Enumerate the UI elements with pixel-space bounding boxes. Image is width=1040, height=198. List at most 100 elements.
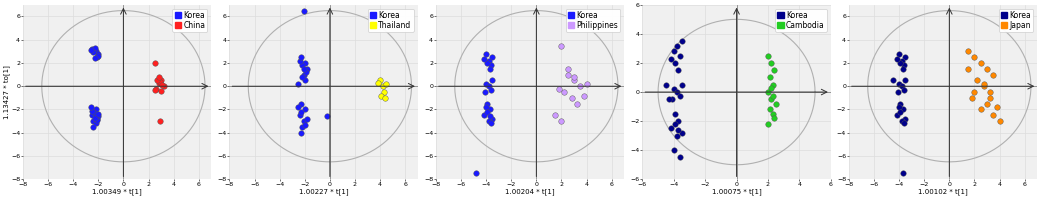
Point [759,54,776,57]
Point [86,111,103,115]
Point [891,82,908,86]
Point [977,82,993,86]
Point [673,83,690,86]
Point [670,128,686,131]
Point [991,120,1008,123]
Point [888,114,905,117]
Point [765,69,782,72]
Point [761,76,778,79]
X-axis label: 1.00227 * t[1]: 1.00227 * t[1] [298,188,348,195]
Point [82,106,99,109]
Point [476,90,493,94]
Point [672,156,688,159]
Point [966,90,983,94]
Point [483,88,499,91]
Point [670,69,686,72]
Point [147,61,163,65]
Point [375,90,392,94]
Point [898,79,914,82]
Point [150,81,166,84]
Point [296,123,313,126]
X-axis label: 1.00204 * t[1]: 1.00204 * t[1] [505,188,555,195]
Legend: Korea, Thailand: Korea, Thailand [368,9,414,32]
Point [762,86,779,89]
Point [666,149,682,152]
Point [483,122,499,125]
Point [379,82,395,86]
Point [891,52,908,55]
Point [294,75,311,78]
Point [894,67,911,70]
Point [759,90,776,94]
Point [85,51,102,54]
Point [155,85,172,88]
Point [889,90,906,94]
Point [90,115,107,118]
Point [468,172,485,175]
Point [296,108,313,111]
Point [369,81,386,84]
Point [87,50,104,53]
Point [88,117,105,120]
Point [759,122,776,126]
Point [298,117,315,120]
Point [673,131,690,134]
Point [977,85,993,88]
Point [295,73,312,76]
Point [477,106,494,109]
Point [566,75,582,78]
Point [764,83,781,86]
Point [482,67,498,70]
Point [662,57,679,60]
Point [972,61,989,65]
Point [83,47,100,50]
Point [667,112,683,115]
Point [966,56,983,59]
Point [152,80,168,83]
Point [669,90,685,94]
Point [87,108,104,111]
Point [768,102,784,105]
Point [666,50,682,53]
Point [572,85,589,88]
Point [564,96,580,99]
Point [662,127,679,130]
Point [483,64,499,67]
Point [82,49,99,52]
Point [664,98,680,101]
Legend: Korea, Philippines: Korea, Philippines [566,9,621,32]
Point [90,54,107,58]
Point [985,73,1002,76]
X-axis label: 1.00102 * t[1]: 1.00102 * t[1] [918,188,968,195]
Point [292,110,309,113]
Point [482,108,498,111]
Point [893,120,910,123]
Point [972,108,989,111]
Point [672,54,688,57]
X-axis label: 1.00349 * t[1]: 1.00349 * t[1] [93,188,142,195]
Point [989,106,1006,109]
Point [90,113,107,116]
Point [968,79,985,82]
Point [964,96,981,99]
Point [88,56,105,59]
Point [480,85,497,88]
Point [673,40,690,43]
Point [893,85,910,88]
Point [376,96,393,99]
Point [553,120,570,123]
Point [484,79,500,82]
Point [475,114,492,117]
Point [660,98,677,101]
Point [667,122,683,126]
Point [297,71,314,74]
Point [482,115,498,118]
Point [484,117,500,120]
Point [292,102,309,105]
Point [292,131,309,134]
Point [153,89,170,92]
Point [475,58,492,61]
Point [550,87,567,90]
Point [295,120,312,123]
Point [979,102,995,105]
